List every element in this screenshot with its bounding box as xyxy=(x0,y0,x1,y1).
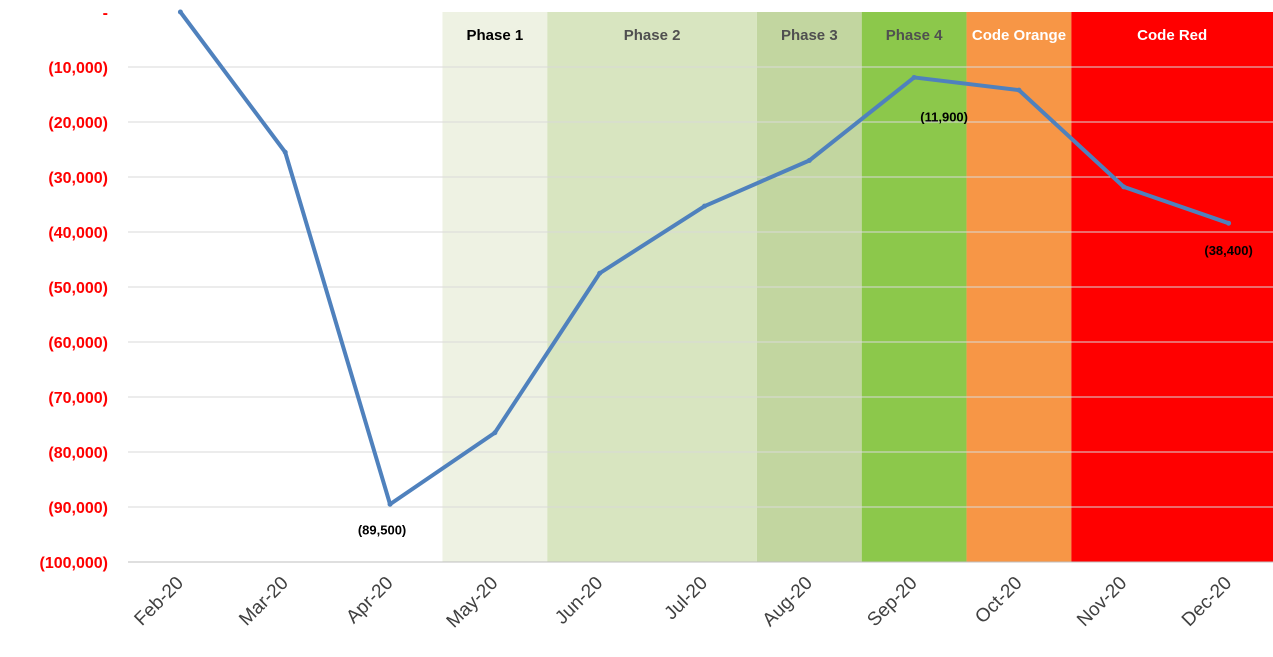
x-tick-label: Jul-20 xyxy=(661,573,712,624)
data-point xyxy=(597,270,603,276)
phase-label-code-orange: Code Orange xyxy=(972,27,1066,44)
x-tick-label: Aug-20 xyxy=(759,573,817,631)
x-tick-label: Apr-20 xyxy=(342,573,397,628)
y-tick-label: (10,000) xyxy=(48,60,108,77)
y-tick-label: (40,000) xyxy=(48,225,108,242)
data-point xyxy=(1226,220,1232,226)
x-tick-label: Feb-20 xyxy=(131,573,188,630)
series-lines xyxy=(177,9,1232,507)
phase-label-phase-3: Phase 3 xyxy=(781,27,838,44)
phase-label-phase-1: Phase 1 xyxy=(467,27,524,44)
data-point xyxy=(1121,184,1127,190)
x-tick-label: Jun-20 xyxy=(551,573,607,629)
data-labels: (89,500) (11,900) (38,400) xyxy=(358,109,1253,537)
y-tick-label: (90,000) xyxy=(48,500,108,517)
data-point xyxy=(911,74,917,80)
data-point xyxy=(806,158,812,163)
x-tick-label: Dec-20 xyxy=(1178,573,1236,631)
data-point xyxy=(492,430,498,436)
data-point xyxy=(177,9,183,15)
data-label: (38,400) xyxy=(1204,243,1252,258)
y-tick-label: (50,000) xyxy=(48,280,108,297)
phase-label-phase-4: Phase 4 xyxy=(886,27,943,44)
x-tick-label: Oct-20 xyxy=(971,573,1026,628)
y-tick-label: (60,000) xyxy=(48,335,108,352)
data-point xyxy=(387,501,393,507)
x-tick-label: May-20 xyxy=(443,573,503,633)
y-tick-label: (100,000) xyxy=(40,555,109,572)
data-point xyxy=(282,149,288,155)
y-tick-label: (30,000) xyxy=(48,170,108,187)
data-label: (11,900) xyxy=(920,109,968,124)
y-tick-label: (20,000) xyxy=(48,115,108,132)
y-tick-label: (80,000) xyxy=(48,445,108,462)
data-point xyxy=(702,203,707,209)
phase-label-phase-2: Phase 2 xyxy=(624,27,681,44)
y-tick-label: - xyxy=(103,5,108,22)
x-tick-label: Nov-20 xyxy=(1073,573,1131,631)
x-tick-label: Mar-20 xyxy=(235,573,292,630)
data-point xyxy=(1016,87,1022,93)
x-tick-label: Sep-20 xyxy=(863,573,921,631)
data-label: (89,500) xyxy=(358,522,406,537)
y-tick-label: (70,000) xyxy=(48,390,108,407)
gridlines xyxy=(128,66,1273,508)
phase-label-code-red: Code Red xyxy=(1137,27,1207,44)
